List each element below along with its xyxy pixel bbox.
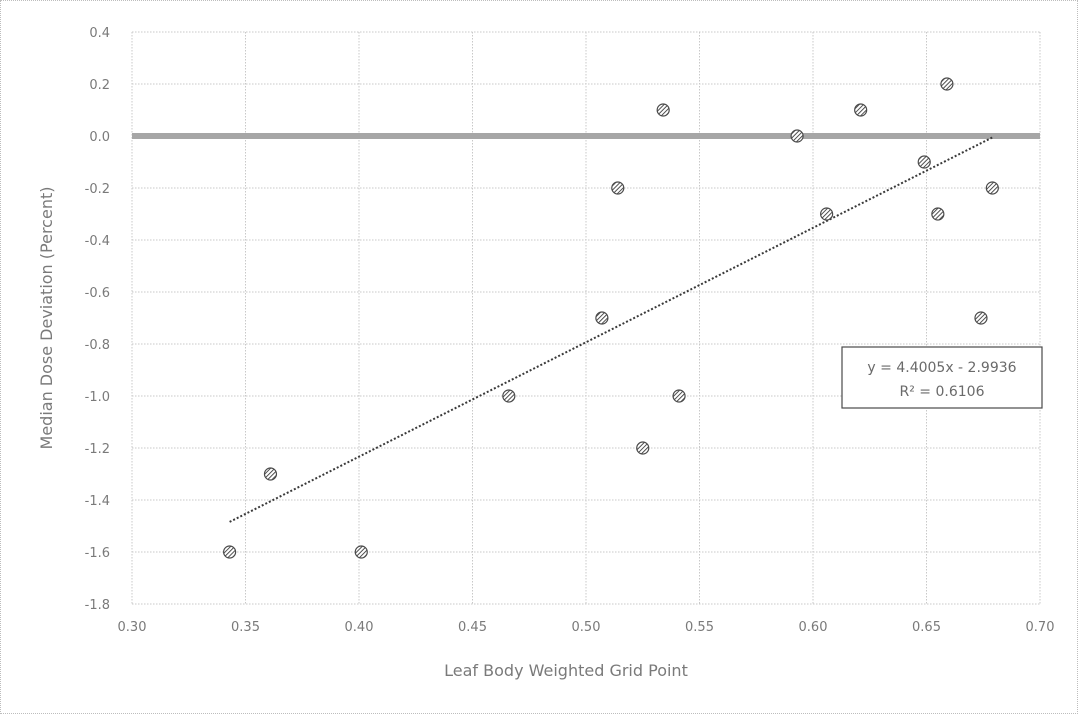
data-point — [790, 129, 804, 143]
data-point — [940, 77, 954, 91]
data-point — [223, 545, 237, 559]
data-point — [917, 155, 931, 169]
x-tick-label: 0.30 — [118, 620, 147, 635]
y-tick-label: -1.4 — [85, 494, 110, 509]
x-tick-label: 0.55 — [685, 620, 714, 635]
y-tick-label: 0.4 — [89, 26, 110, 41]
gridlines — [131, 31, 1041, 605]
data-points — [223, 77, 999, 559]
y-tick-label: -0.2 — [85, 182, 110, 197]
y-tick-label: -0.4 — [85, 234, 110, 249]
data-point — [974, 311, 988, 325]
y-tick-label: 0.0 — [89, 130, 110, 145]
y-axis-title: Median Dose Deviation (Percent) — [37, 187, 56, 450]
data-point — [354, 545, 368, 559]
data-point — [985, 181, 999, 195]
y-tick-label: -1.0 — [85, 390, 110, 405]
data-point — [263, 467, 278, 481]
trendline-group — [229, 136, 993, 523]
data-point — [636, 441, 650, 455]
x-tick-label: 0.70 — [1026, 620, 1055, 635]
data-point — [672, 389, 686, 403]
trendline — [229, 136, 993, 523]
x-tick-label: 0.50 — [572, 620, 601, 635]
trendline-r-squared: R² = 0.6106 — [900, 384, 985, 400]
trendline-equation-box: y = 4.4005x - 2.9936 R² = 0.6106 — [841, 346, 1043, 409]
y-tick-label: -0.6 — [85, 286, 110, 301]
x-axis-title: Leaf Body Weighted Grid Point — [444, 661, 688, 680]
y-tick-labels: 0.4 0.2 0.0 -0.2 -0.4 -0.6 -0.8 -1.0 -1.2 -1.4 -1.… — [85, 26, 110, 613]
data-point — [854, 103, 868, 117]
x-tick-label: 0.35 — [231, 620, 260, 635]
data-point — [931, 207, 945, 221]
y-tick-label: -1.2 — [85, 442, 110, 457]
x-tick-label: 0.45 — [458, 620, 487, 635]
data-point — [656, 103, 670, 117]
x-tick-label: 0.40 — [345, 620, 374, 635]
data-point — [611, 181, 625, 195]
x-tick-label: 0.60 — [799, 620, 828, 635]
y-tick-label: -1.6 — [85, 546, 110, 561]
y-tick-label: 0.2 — [89, 78, 110, 93]
data-point — [595, 311, 609, 325]
trendline-equation: y = 4.4005x - 2.9936 — [867, 360, 1016, 376]
data-point — [820, 207, 834, 221]
y-tick-label: -1.8 — [85, 598, 110, 613]
x-tick-labels: 0.30 0.35 0.40 0.45 0.50 0.55 0.60 0.65 0.70 — [118, 620, 1055, 635]
y-tick-label: -0.8 — [85, 338, 110, 353]
x-tick-label: 0.65 — [912, 620, 941, 635]
data-point — [502, 389, 516, 403]
